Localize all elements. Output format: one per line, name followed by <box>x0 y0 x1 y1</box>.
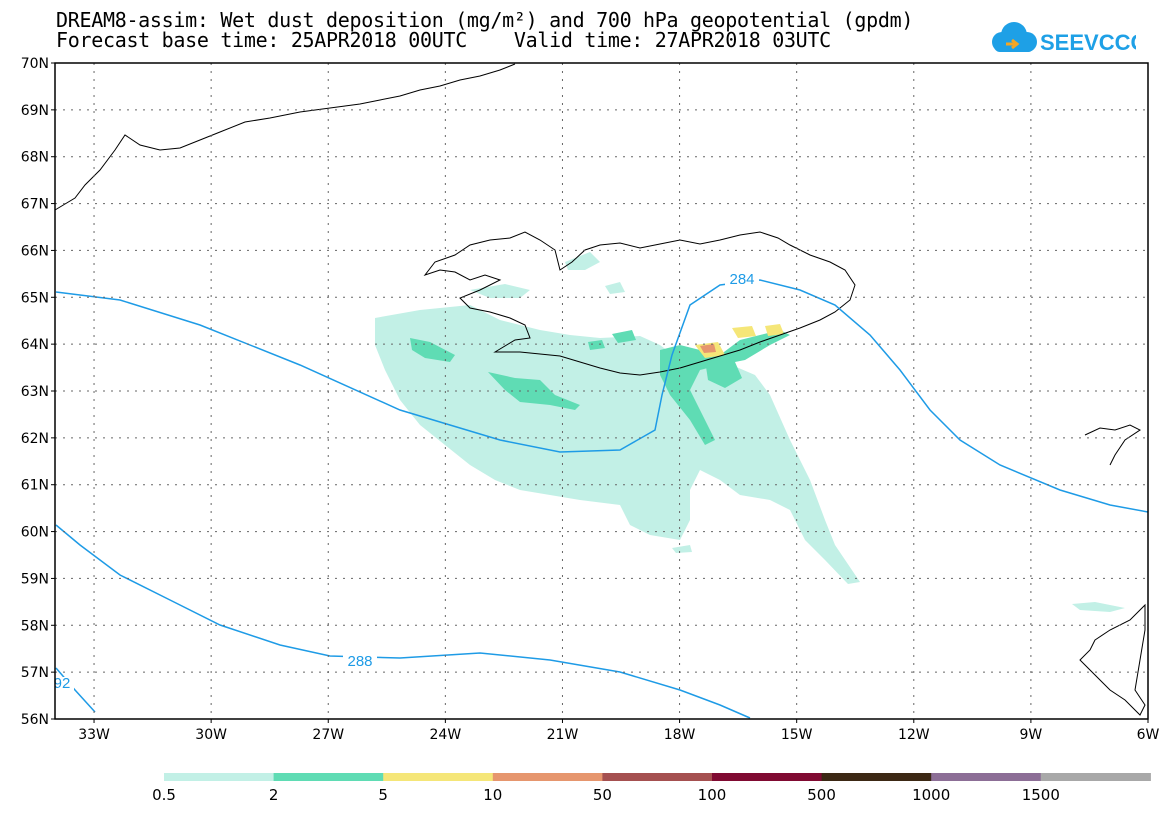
lat-tick-label: 60N <box>21 525 49 541</box>
lon-tick-label: 18W <box>664 727 696 743</box>
dust-area-2e <box>588 340 605 350</box>
dust-area-05-nw <box>470 284 530 298</box>
dust-area-2c <box>660 330 790 445</box>
contour-288 <box>55 524 751 719</box>
colorbar-segment <box>821 773 932 781</box>
lon-tick-label: 24W <box>430 727 462 743</box>
lon-tick-label: 9W <box>1020 727 1043 743</box>
dust-area-5c <box>765 324 784 336</box>
greenland-coastline <box>54 63 516 211</box>
lon-tick-label: 33W <box>78 727 110 743</box>
cloud-icon <box>992 22 1037 52</box>
colorbar-segment <box>164 773 275 781</box>
logo-text: SEEVCCC <box>1040 30 1136 55</box>
contour-label: 288 <box>347 653 372 670</box>
dust-area-2a <box>410 338 455 362</box>
lon-tick-label: 15W <box>781 727 813 743</box>
lat-tick-label: 63N <box>21 384 49 400</box>
lat-tick-label: 67N <box>21 197 49 213</box>
coastlines <box>54 63 1146 716</box>
dust-area-10 <box>700 344 716 353</box>
faroe-scotland-coastline <box>1079 424 1146 716</box>
colorbar-label: 0.5 <box>152 786 176 804</box>
contour-label-bg <box>50 677 74 691</box>
colorbar-label: 500 <box>807 786 836 804</box>
dust-deposition-shading <box>375 252 1125 612</box>
colorbar-legend: 0.5 2 5 10 50 100 500 1000 1500 <box>152 773 1151 804</box>
dust-area-5b <box>732 326 756 338</box>
dust-area-05 <box>375 305 860 584</box>
contour-label: 284 <box>729 271 754 288</box>
lon-tick-label: 12W <box>898 727 930 743</box>
contour-284 <box>55 279 1149 513</box>
colorbar-label: 2 <box>269 786 279 804</box>
colorbar-label: 1000 <box>912 786 950 804</box>
gridlines <box>55 63 1148 719</box>
contour-292 <box>55 667 96 713</box>
contour-label-bg <box>343 655 377 669</box>
dust-area-2f <box>612 330 636 343</box>
lat-tick-label: 61N <box>21 478 49 494</box>
lon-axis: 33W 30W 27W 24W 21W 18W 15W 12W 9W 6W <box>78 719 1160 743</box>
lat-tick-label: 56N <box>21 712 49 728</box>
lat-tick-label: 69N <box>21 103 49 119</box>
colorbar-segment <box>273 773 384 781</box>
contour-label-bg <box>725 273 759 287</box>
colorbar-segment <box>383 773 494 781</box>
lat-tick-label: 70N <box>21 56 49 72</box>
lon-tick-label: 6W <box>1137 727 1160 743</box>
colorbar-segment <box>1040 773 1151 781</box>
colorbar-label: 5 <box>378 786 388 804</box>
colorbar-label: 100 <box>698 786 727 804</box>
lat-tick-label: 66N <box>21 243 49 259</box>
lat-tick-label: 57N <box>21 665 49 681</box>
colorbar-label: 1500 <box>1022 786 1060 804</box>
lon-tick-label: 30W <box>195 727 227 743</box>
lat-tick-label: 64N <box>21 337 49 353</box>
dust-area-05-north2 <box>605 282 625 294</box>
dust-area-05-south <box>672 545 692 553</box>
lat-tick-label: 65N <box>21 290 49 306</box>
iceland-coastline <box>423 231 856 376</box>
lat-tick-label: 68N <box>21 150 49 166</box>
colorbar-segment <box>712 773 823 781</box>
lon-tick-label: 21W <box>547 727 579 743</box>
contour-label: 92 <box>54 675 71 692</box>
colorbar-segment <box>931 773 1042 781</box>
lat-axis: 70N 69N 68N 67N 66N 65N 64N 63N 62N 61N 60N 59N 58N 5… <box>21 56 55 728</box>
chart-title-line1: DREAM8-assim: Wet dust deposition (mg/m²… <box>56 8 914 32</box>
colorbar-segment <box>492 773 603 781</box>
dust-area-2b <box>488 372 580 410</box>
colorbar-label: 10 <box>483 786 502 804</box>
dust-area-2d <box>705 360 742 388</box>
lat-tick-label: 58N <box>21 618 49 634</box>
lat-tick-label: 59N <box>21 571 49 587</box>
lat-tick-label: 62N <box>21 431 49 447</box>
seevccc-logo: SEEVCCC <box>992 22 1136 55</box>
colorbar-segment <box>602 773 713 781</box>
dust-area-05-east <box>1072 602 1125 612</box>
dust-area-05-north1 <box>565 252 600 270</box>
lon-tick-label: 27W <box>312 727 344 743</box>
chart-title-line2: Forecast base time: 25APR2018 00UTC Vali… <box>56 28 831 52</box>
colorbar-label: 50 <box>593 786 612 804</box>
